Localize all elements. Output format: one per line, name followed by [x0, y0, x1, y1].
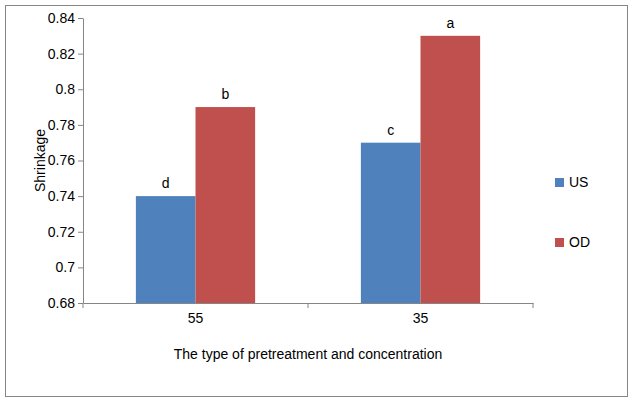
y-axis-title: Shrinkage	[32, 129, 48, 192]
category-separator	[533, 303, 534, 308]
y-tick: 0.78	[48, 117, 83, 133]
annotation: a	[446, 15, 454, 31]
y-tick-mark	[78, 196, 83, 197]
x-tick-label: 35	[413, 310, 429, 326]
y-axis: 0.68 0.7 0.72 0.74 0.76 0.78 0.8 0.82 0.84	[48, 10, 84, 311]
y-tick-mark	[78, 125, 83, 126]
bar	[421, 36, 481, 303]
legend-swatch	[555, 238, 564, 247]
legend-swatch	[555, 178, 564, 187]
y-tick: 0.68	[48, 295, 83, 311]
y-tick-label: 0.84	[48, 10, 75, 26]
y-tick: 0.72	[48, 224, 83, 240]
annotation: d	[162, 175, 170, 191]
legend-label: US	[569, 174, 588, 190]
annotation: c	[387, 122, 394, 138]
annotation: b	[221, 86, 229, 102]
y-tick-mark	[78, 54, 83, 55]
y-tick: 0.76	[48, 152, 83, 168]
x-tick-label: 55	[188, 310, 204, 326]
legend-label: OD	[569, 234, 590, 250]
bars	[136, 36, 480, 303]
y-tick-label: 0.76	[48, 152, 75, 168]
legend: US OD	[555, 174, 590, 250]
y-tick-mark	[78, 161, 83, 162]
x-tick: 35	[413, 303, 429, 326]
y-tick-mark	[78, 232, 83, 233]
y-tick-label: 0.78	[48, 117, 75, 133]
category-separator	[308, 303, 309, 308]
y-tick: 0.84	[48, 10, 83, 26]
category-separator	[83, 303, 84, 308]
bar	[136, 196, 196, 303]
y-tick-mark	[78, 18, 83, 19]
y-tick-label: 0.68	[48, 295, 75, 311]
chart-border	[6, 6, 628, 397]
y-tick: 0.74	[48, 188, 83, 204]
y-axis-line	[83, 19, 84, 304]
annotations: d c b a	[162, 15, 455, 191]
y-tick: 0.82	[48, 46, 83, 62]
y-tick-label: 0.72	[48, 224, 75, 240]
x-tick: 55	[188, 303, 204, 326]
chart: d c b a 0.68 0.7 0.72 0.74 0.76 0.78 0.8 0.82 0.84 55…	[0, 0, 633, 402]
x-axis: 55 35	[84, 303, 534, 326]
bar	[196, 107, 256, 303]
y-tick-mark	[78, 267, 83, 268]
y-tick-label: 0.82	[48, 46, 75, 62]
y-tick-label: 0.74	[48, 188, 75, 204]
y-tick-label: 0.8	[56, 81, 76, 97]
bar	[361, 143, 421, 303]
y-tick-mark	[78, 303, 83, 304]
y-tick: 0.8	[56, 81, 83, 97]
x-axis-title: The type of pretreatment and concentrati…	[174, 346, 443, 362]
y-tick-label: 0.7	[56, 259, 76, 275]
y-tick: 0.7	[56, 259, 83, 275]
y-tick-mark	[78, 89, 83, 90]
